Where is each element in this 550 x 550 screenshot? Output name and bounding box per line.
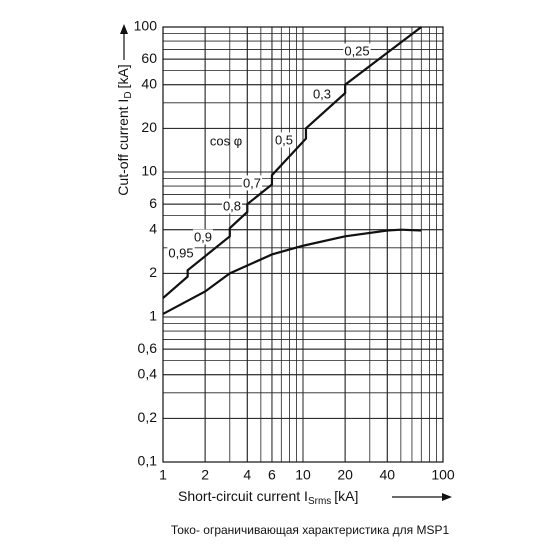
y-arrow-head [120,24,128,34]
annotation: 0,25 [344,43,369,58]
y-tick-label: 20 [141,119,157,135]
y-tick-label: 40 [141,75,157,91]
y-tick-label: 60 [141,50,157,66]
y-tick-label: 2 [149,264,157,280]
annotation-bg [167,245,195,261]
y-label-unit: [kA] [115,64,131,88]
annotation-bg [343,43,371,59]
annotation-bg [221,198,243,214]
annotation: cos φ [210,133,242,148]
y-tick-label: 100 [134,18,158,34]
y-tick-label: 6 [149,195,157,211]
x-tick-label: 10 [295,467,311,483]
y-label-text: Cut-off current I [115,99,131,196]
series-line [162,228,422,315]
x-tick-label: 2 [201,467,209,483]
x-tick-label: 100 [431,467,455,483]
y-label-sub: D [123,91,134,98]
series-line [162,26,422,299]
x-label-unit: [kA] [334,488,358,504]
y-tick-label: 10 [141,163,157,179]
annotation: 0,95 [168,245,193,260]
y-tick-label: 0,6 [138,340,158,356]
x-label-sub: Srms [308,496,331,507]
y-tick-label: 0,4 [138,365,158,381]
y-tick-label: 4 [149,220,157,236]
x-axis-label: Short-circuit current ISrms [kA] [178,488,358,507]
annotation: 0,9 [194,229,212,244]
annotation-bg [311,86,333,102]
annotation-bg [241,175,263,191]
x-label-text: Short-circuit current I [178,488,308,504]
y-tick-label: 0,1 [138,453,158,469]
y-tick-label: 0,2 [138,409,158,425]
annotation-bg [273,132,295,148]
annotation-bg [192,229,214,245]
annotation: 0,7 [243,175,261,190]
y-tick-label: 1 [149,308,157,324]
annotation: 0,3 [313,86,331,101]
x-tick-label: 1 [159,467,167,483]
x-arrow-head [442,493,452,501]
annotation: 0,5 [275,132,293,147]
caption: Токо- ограничивающая характеристика для … [171,523,450,537]
x-tick-label: 20 [337,467,353,483]
plot-frame [162,26,444,463]
annotation: 0,8 [223,198,241,213]
x-tick-label: 4 [243,467,251,483]
y-axis-label: Cut-off current ID [kA] [115,64,134,195]
x-tick-label: 6 [268,467,276,483]
x-tick-label: 40 [379,467,395,483]
